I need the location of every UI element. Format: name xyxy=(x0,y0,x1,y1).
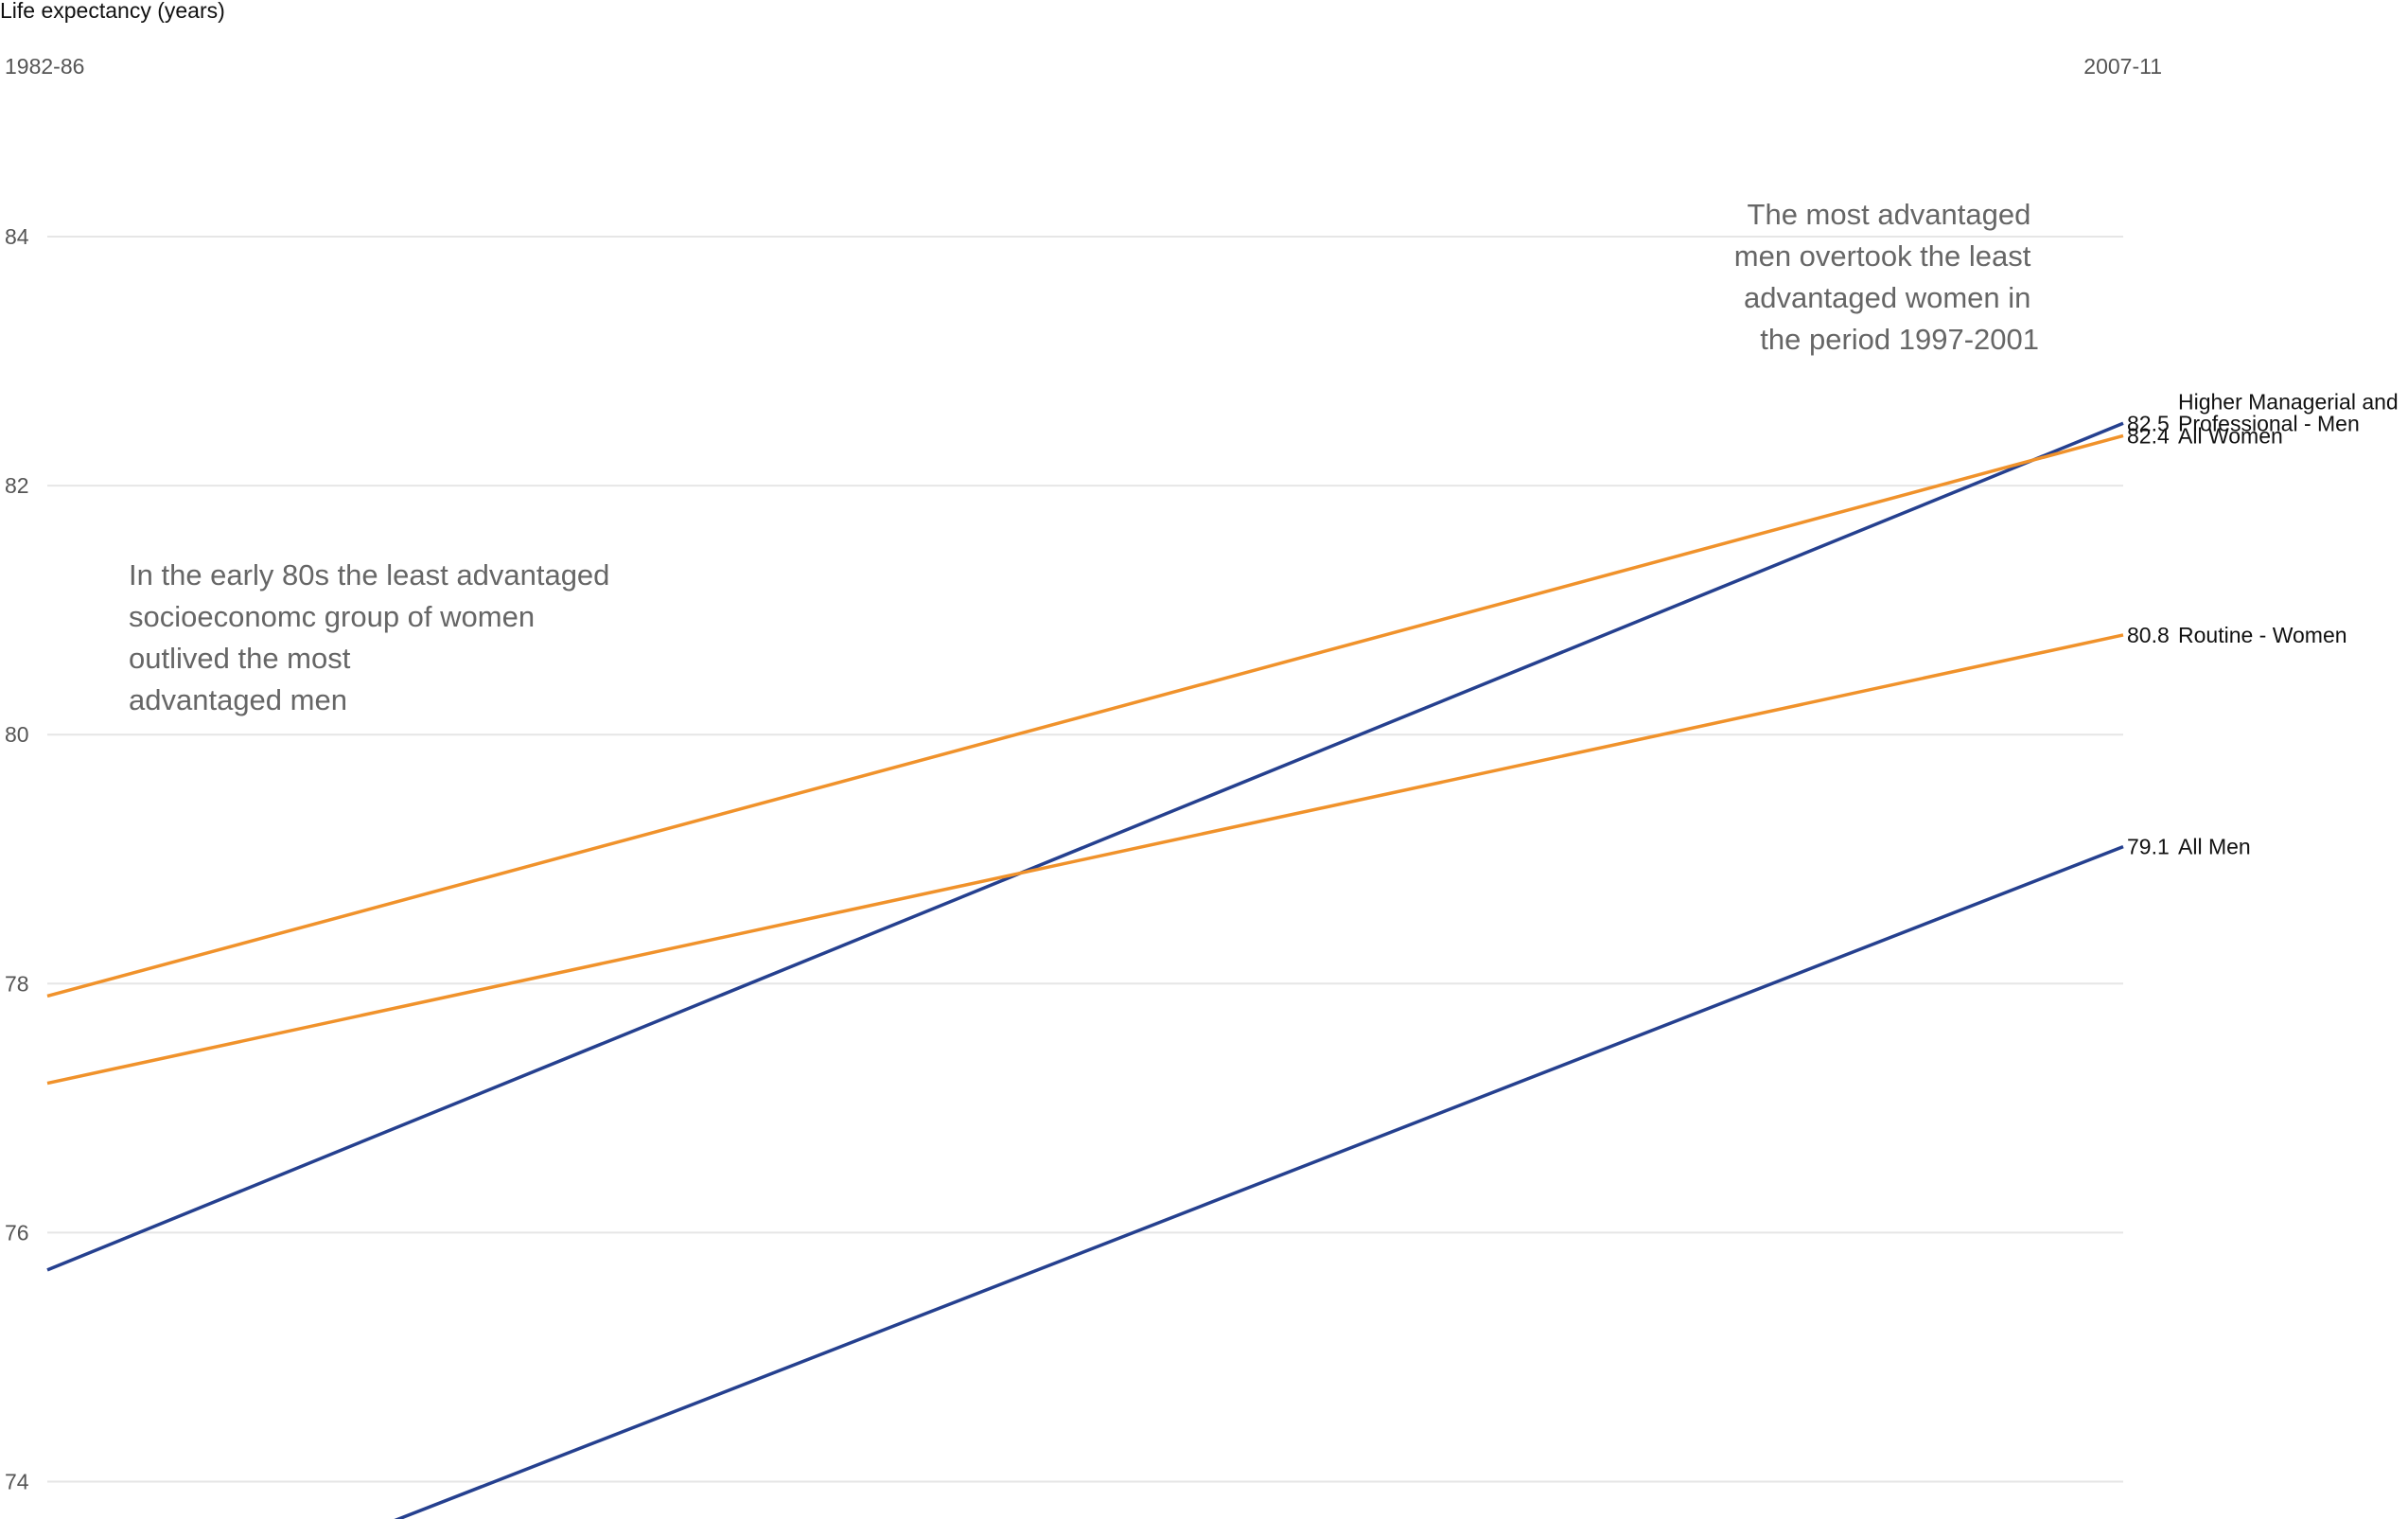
end-value-label: 79.1 xyxy=(2127,835,2170,859)
annotation-overtook-line: men overtook the least xyxy=(1734,239,2031,273)
annotation-overtook-line: The most advantaged xyxy=(1748,198,2031,231)
annotation-early-80s-line: outlived the most xyxy=(129,642,351,675)
y-tick-label: 80 xyxy=(5,722,29,747)
grid-layer xyxy=(47,235,2123,1483)
end-value-label: 82.5 xyxy=(2127,411,2170,435)
series-line xyxy=(46,633,2124,1086)
series-name-label: Higher Managerial and xyxy=(2178,389,2399,414)
x-label-end: 2007-11 xyxy=(2083,54,2162,79)
y-axis-ticks: 74 76 78 80 82 84 xyxy=(5,224,29,1494)
annotation-overtook-line: advantaged women in xyxy=(1744,281,2030,314)
series-layer xyxy=(46,421,2124,1519)
annotation-early-80s: In the early 80s the least advantaged so… xyxy=(129,558,618,716)
annotation-early-80s-line: In the early 80s the least advantaged xyxy=(129,558,609,592)
series-name-label: All Men xyxy=(2178,835,2251,859)
x-label-start: 1982-86 xyxy=(5,54,84,79)
annotation-early-80s-line: advantaged men xyxy=(129,683,347,716)
series-line xyxy=(46,433,2124,998)
series-line xyxy=(394,844,2124,1519)
y-tick-label: 74 xyxy=(5,1470,29,1494)
end-value-label: 82.4 xyxy=(2127,423,2170,448)
series-name-label: All Women xyxy=(2178,423,2283,448)
annotation-overtook: The most advantaged men overtook the lea… xyxy=(1734,198,2039,356)
annotation-overtook-line: the period 1997-2001 xyxy=(1760,323,2039,356)
y-tick-label: 84 xyxy=(5,224,29,249)
series-name-label: Professional - Men xyxy=(2178,411,2360,435)
series-line xyxy=(46,421,2124,1272)
y-tick-label: 78 xyxy=(5,971,29,996)
y-tick-label: 76 xyxy=(5,1220,29,1245)
y-tick-label: 82 xyxy=(5,473,29,498)
annotation-early-80s-line: socioeconomc group of women xyxy=(129,600,535,633)
y-axis-label: Life expectancy (years) xyxy=(0,0,225,23)
series-name-label: Routine - Women xyxy=(2178,623,2347,647)
end-value-label: 80.8 xyxy=(2127,623,2170,647)
